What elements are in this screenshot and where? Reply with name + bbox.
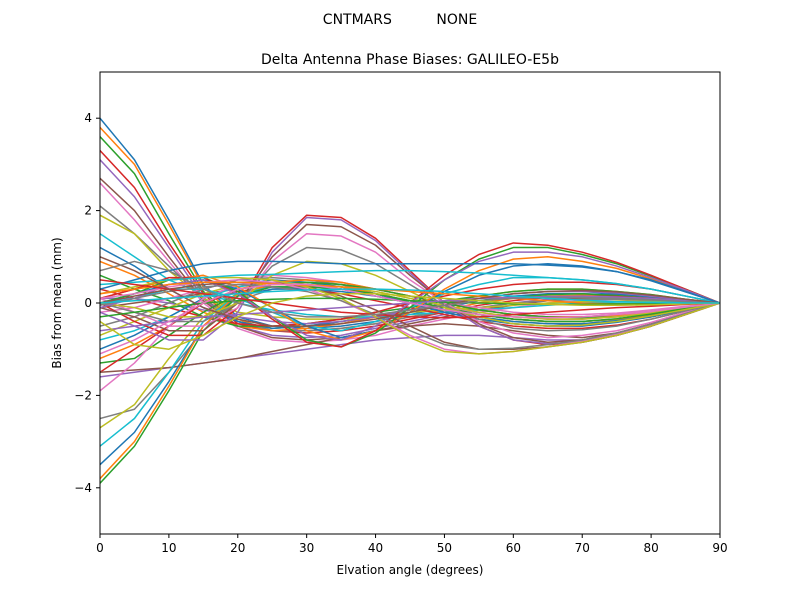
x-tick-label: 40 [368, 541, 383, 555]
series-line-s48 [100, 283, 720, 350]
series-line-s56 [100, 256, 720, 327]
series-line-s57 [100, 283, 720, 355]
series-line-s59 [100, 293, 720, 350]
series-line-s51 [100, 260, 720, 304]
x-tick-label: 20 [230, 541, 245, 555]
x-tick-label: 10 [161, 541, 176, 555]
x-tick-label: 60 [506, 541, 521, 555]
series-line-s58 [100, 260, 720, 318]
series-line-s60 [100, 288, 720, 304]
plot-series-group [100, 117, 720, 484]
x-tick-label: 0 [96, 541, 104, 555]
x-tick-label: 80 [643, 541, 658, 555]
x-tick-label: 50 [437, 541, 452, 555]
y-tick-label: −2 [74, 388, 92, 402]
y-axis-label: Bias from mean (mm) [50, 237, 64, 368]
y-tick-label: 4 [84, 111, 92, 125]
y-tick-label: −4 [74, 481, 92, 495]
x-tick-label: 90 [712, 541, 727, 555]
figure-suptitle: CNTMARS NONE [323, 12, 477, 28]
x-axis-ticks: 0 10 20 30 40 50 60 70 80 90 [96, 534, 728, 555]
y-tick-label: 0 [84, 296, 92, 310]
x-tick-label: 30 [299, 541, 314, 555]
series-line-s37 [100, 232, 720, 339]
chart-title: Delta Antenna Phase Biases: GALILEO-E5b [261, 52, 559, 68]
x-axis-label: Elvation angle (degrees) [337, 563, 484, 577]
series-line-s50 [100, 269, 720, 304]
series-line-s54 [100, 279, 720, 319]
y-tick-label: 2 [84, 204, 92, 218]
series-line-s38 [100, 246, 720, 332]
y-axis-ticks: −4 −2 0 2 4 [74, 111, 100, 495]
x-tick-label: 70 [575, 541, 590, 555]
